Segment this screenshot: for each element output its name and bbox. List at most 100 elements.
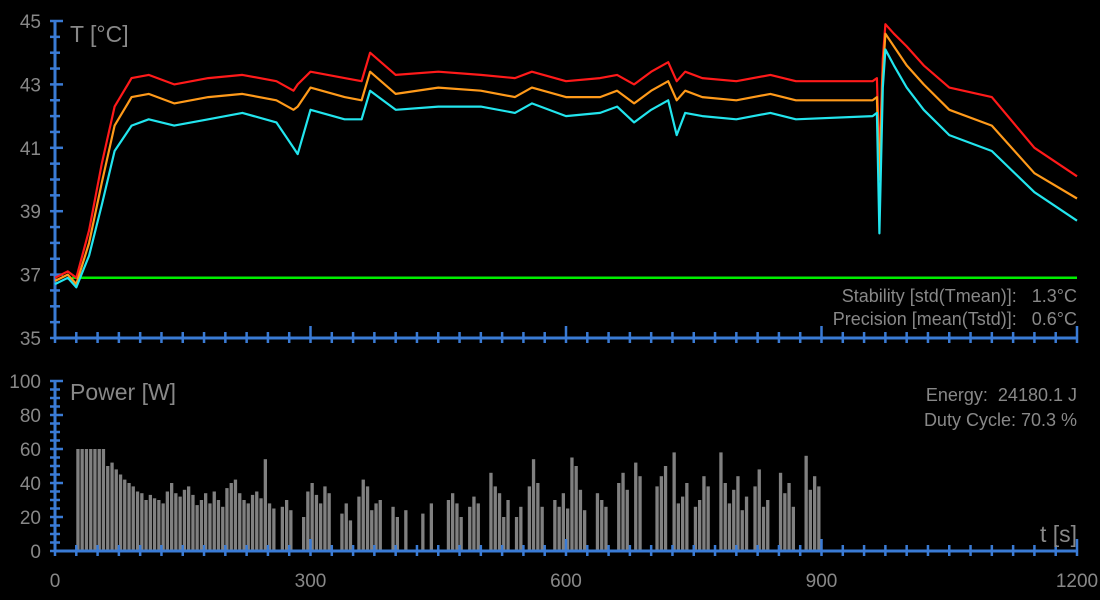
power-bar <box>174 493 178 551</box>
power-bar <box>655 486 659 551</box>
temperature-y-tick-label: 43 <box>20 75 41 96</box>
power-bar <box>263 459 267 551</box>
power-bar <box>204 493 208 551</box>
power-bar <box>600 500 604 551</box>
power-bar <box>557 506 561 551</box>
temperature-panel: 35 37 39 41 43 45 T [°C] Stability [std(Tmean… <box>20 12 1079 350</box>
power-bar <box>753 486 757 551</box>
power-bar <box>212 491 216 551</box>
power-bar <box>285 500 289 551</box>
power-bar <box>698 500 702 551</box>
power-bar <box>110 462 114 551</box>
power-bar <box>178 496 182 551</box>
power-bar <box>323 486 327 551</box>
power-bar <box>421 513 425 551</box>
power-bar <box>165 491 169 551</box>
power-bar <box>783 493 787 551</box>
power-bar <box>208 503 212 551</box>
power-bar <box>221 506 225 551</box>
stability-annotation: Stability [std(Tmean)]: 1.3°C <box>842 286 1077 306</box>
power-bar <box>378 500 382 551</box>
time-x-tick-label: 900 <box>806 571 838 592</box>
power-bar <box>89 449 93 551</box>
power-bar <box>216 500 221 551</box>
power-bar <box>225 488 229 551</box>
power-bar <box>472 496 476 551</box>
power-panel: 0 20 40 60 80 100 0 300 600 900 1200 Power [W] Ene… <box>9 372 1098 592</box>
power-tick-labels: 0 20 40 60 80 100 0 300 600 900 1200 <box>9 372 1098 592</box>
power-bar <box>574 466 578 551</box>
time-x-tick-label: 0 <box>50 571 61 592</box>
power-y-tick-label: 60 <box>20 440 41 461</box>
power-bar <box>97 449 101 551</box>
power-bar <box>93 449 97 551</box>
power-bar <box>455 503 459 551</box>
temperature-tick-labels: 35 37 39 41 43 45 <box>20 12 41 350</box>
power-bar <box>84 449 89 551</box>
power-bar <box>706 486 710 551</box>
power-bar <box>233 479 238 551</box>
power-bar <box>404 510 408 551</box>
power-bar <box>570 457 574 551</box>
power-bar <box>744 496 749 551</box>
power-bar <box>617 483 621 551</box>
power-bar <box>127 483 131 551</box>
power-bar <box>152 498 157 551</box>
power-bar <box>625 489 629 551</box>
energy-annotation: Energy: 24180.1 J <box>926 385 1077 405</box>
power-bar <box>659 476 663 551</box>
power-bar <box>804 455 808 551</box>
power-y-tick-label: 40 <box>20 474 41 495</box>
power-bar <box>672 452 676 551</box>
temperature-y-tick-label: 41 <box>20 139 41 160</box>
power-bar <box>246 503 250 551</box>
power-bar <box>229 483 233 551</box>
power-bars-group <box>76 449 821 551</box>
power-bar <box>681 496 685 551</box>
power-bar <box>493 486 497 551</box>
power-bar <box>429 503 433 551</box>
power-bar <box>719 452 723 551</box>
temperature-series-group <box>54 23 1078 289</box>
power-bar <box>531 459 536 551</box>
power-bar <box>808 489 812 551</box>
power-bar <box>306 491 310 551</box>
power-bar <box>634 462 638 551</box>
temperature-series-line-3 <box>54 48 1078 289</box>
power-bar <box>255 491 259 551</box>
power-bar <box>553 500 557 551</box>
power-bar <box>761 506 766 551</box>
power-bar <box>476 503 480 551</box>
power-bar <box>723 483 727 551</box>
power-bar <box>604 506 608 551</box>
power-bar <box>514 517 519 551</box>
power-bar <box>242 500 246 551</box>
power-bar <box>101 449 106 551</box>
temperature-y-tick-label: 35 <box>20 329 41 350</box>
power-bar <box>250 494 255 551</box>
temperature-y-tick-label: 39 <box>20 202 41 223</box>
power-bar <box>702 476 706 551</box>
power-bar <box>727 503 732 551</box>
power-bar <box>468 506 472 551</box>
power-bar <box>131 486 135 551</box>
power-bar <box>374 503 378 551</box>
temperature-y-tick-label: 45 <box>20 12 41 33</box>
power-bar <box>502 517 506 551</box>
power-bar <box>157 500 161 551</box>
power-bar <box>170 483 174 551</box>
power-bar <box>489 472 493 551</box>
power-bar <box>357 496 361 551</box>
power-bar <box>621 472 625 551</box>
power-bar <box>76 449 80 551</box>
power-bar <box>740 510 744 551</box>
temperature-y-tick-label: 37 <box>20 266 41 287</box>
power-bar <box>80 449 84 551</box>
temperature-axis-label: T [°C] <box>70 21 129 47</box>
power-y-tick-label: 20 <box>20 508 41 529</box>
power-bar <box>540 506 544 551</box>
power-bar <box>144 500 148 551</box>
power-bar <box>595 493 600 551</box>
power-bar <box>289 510 293 551</box>
